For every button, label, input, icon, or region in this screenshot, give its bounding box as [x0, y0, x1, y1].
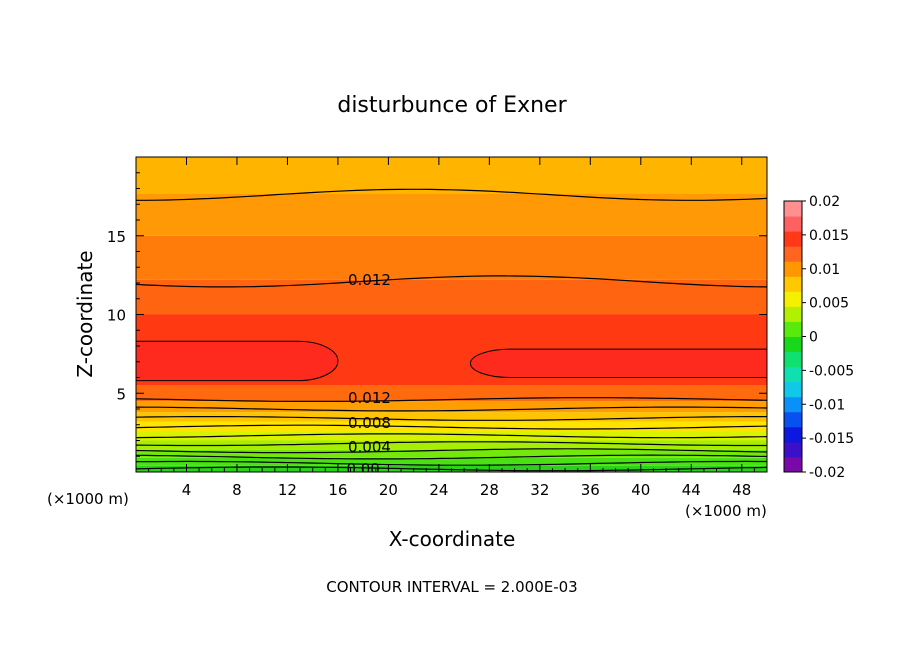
x-tick-label: 20 — [379, 481, 398, 499]
contour-maximum-region — [469, 348, 767, 378]
y-tick-label: 5 — [116, 385, 126, 403]
colorbar-cell — [784, 261, 802, 277]
x-tick-label: 44 — [682, 481, 701, 499]
contour-band — [136, 412, 767, 422]
contour-line — [136, 460, 767, 466]
colorbar-label: 0.015 — [809, 228, 849, 244]
colorbar-cell — [784, 291, 802, 307]
colorbar-cell — [784, 216, 802, 232]
colorbar-label: -0.015 — [809, 431, 854, 447]
contour-fill-layer — [136, 157, 767, 472]
contour-line — [136, 275, 767, 288]
x-tick-label: 28 — [480, 481, 499, 499]
contour-line — [136, 424, 767, 430]
colorbar-cell — [784, 441, 802, 458]
contour-line — [136, 454, 767, 460]
x-tick-label: 4 — [182, 481, 192, 499]
colorbar-cell — [784, 246, 802, 262]
contour-label: 0.012 — [348, 389, 391, 407]
x-tick-label: 8 — [232, 481, 242, 499]
colorbar-cell — [784, 396, 802, 413]
contour-line — [136, 406, 767, 412]
x-tick-label: 48 — [732, 481, 751, 499]
contour-maximum-region — [136, 340, 339, 382]
colorbar-label: -0.01 — [809, 397, 845, 413]
contour-band — [136, 449, 767, 458]
y-tick-label: 15 — [107, 228, 126, 246]
colorbar-cell — [784, 321, 802, 337]
colorbar-label: -0.02 — [809, 465, 845, 481]
contour-label: 0.00 — [346, 460, 379, 478]
contour-label: 0.008 — [348, 414, 391, 432]
colorbar-cell — [784, 306, 802, 322]
colorbar-cell — [784, 426, 802, 443]
x-axis-label: X-coordinate — [389, 527, 516, 551]
contour-line — [136, 188, 767, 201]
colorbar-cell — [784, 411, 802, 428]
colorbar-cell — [784, 351, 802, 368]
plot-area: 0.012 0.012 0.008 0.004 0.00 — [136, 157, 767, 478]
contour-label: 0.012 — [348, 271, 391, 289]
contour-band — [136, 235, 767, 280]
y-axis-label: Z-coordinate — [73, 250, 97, 377]
contour-band — [136, 421, 767, 432]
colorbar-label: 0 — [809, 330, 818, 346]
colorbar-cell — [784, 456, 802, 473]
y-tick-label: 10 — [107, 307, 126, 325]
colorbar-cell — [784, 381, 802, 398]
colorbar-cell — [784, 336, 802, 353]
contour-line — [136, 433, 767, 439]
contour-maxima-layer — [136, 340, 767, 382]
contour-interval-note: CONTOUR INTERVAL = 2.000E-03 — [326, 578, 577, 596]
contour-labels-layer: 0.012 0.012 0.008 0.004 0.00 — [346, 271, 391, 478]
contour-line — [136, 448, 767, 454]
colorbar-label: 0.02 — [809, 194, 840, 210]
colorbar-label: 0.01 — [809, 262, 840, 278]
x-tick-label: 36 — [581, 481, 600, 499]
contour-band — [136, 157, 767, 194]
contour-band — [136, 279, 767, 315]
colorbar-cell — [784, 231, 802, 247]
colorbar-labels: 0.02 0.015 0.01 0.005 0 -0.005 -0.01 -0.015 -0.0… — [802, 194, 854, 481]
contour-line — [136, 416, 767, 421]
x-axis-ticks: 4 8 12 16 20 24 28 32 36 40 44 48 — [148, 157, 755, 499]
contour-lines-layer — [136, 188, 767, 472]
x-tick-label: 32 — [530, 481, 549, 499]
x-unit-right: (×1000 m) — [685, 502, 767, 520]
colorbar: 0.02 0.015 0.01 0.005 0 -0.005 -0.01 -0.015 -0.0… — [783, 194, 854, 481]
x-unit-left: (×1000 m) — [47, 490, 129, 508]
chart-title: disturbunce of Exner — [337, 93, 567, 118]
contour-band — [136, 431, 767, 441]
contour-band — [136, 440, 767, 450]
colorbar-cells — [784, 201, 802, 473]
y-axis-ticks: 5 10 15 — [107, 172, 767, 457]
x-tick-label: 40 — [631, 481, 650, 499]
colorbar-cell — [784, 201, 802, 217]
colorbar-cell — [784, 366, 802, 383]
x-tick-label: 24 — [429, 481, 448, 499]
contour-band — [136, 457, 767, 466]
contour-band — [136, 401, 767, 413]
colorbar-label: 0.005 — [809, 296, 849, 312]
x-tick-label: 12 — [278, 481, 297, 499]
x-tick-label: 16 — [328, 481, 347, 499]
contour-line — [136, 397, 767, 402]
colorbar-label: -0.005 — [809, 363, 854, 379]
colorbar-cell — [784, 276, 802, 292]
contour-label: 0.004 — [348, 438, 391, 456]
contour-line — [136, 441, 767, 447]
